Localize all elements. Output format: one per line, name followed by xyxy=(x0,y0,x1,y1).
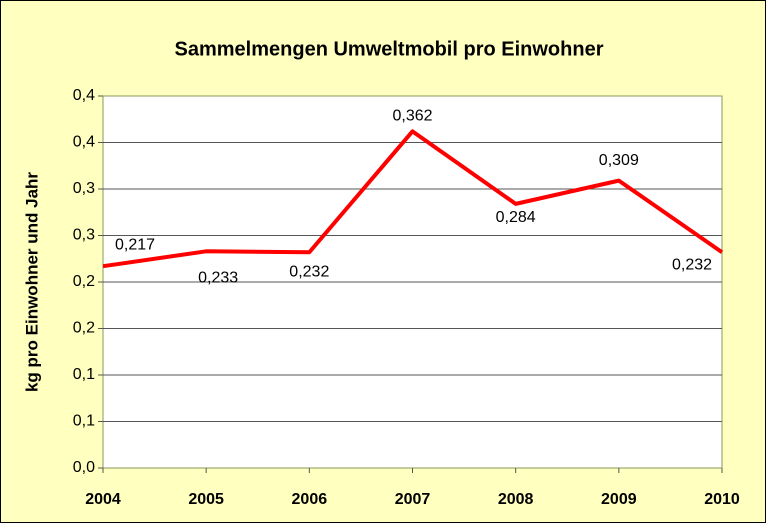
y-tick-label: 0,2 xyxy=(73,273,95,290)
y-tick-label: 0,4 xyxy=(73,87,95,104)
y-tick-label: 0,3 xyxy=(73,180,95,197)
data-label: 0,233 xyxy=(198,270,238,287)
y-tick-label: 0,1 xyxy=(73,413,95,430)
y-tick-label: 0,0 xyxy=(73,459,95,476)
data-label: 0,284 xyxy=(496,209,536,226)
x-tick-label: 2005 xyxy=(188,491,224,508)
x-tick-label: 2009 xyxy=(601,491,637,508)
x-tick-label: 2004 xyxy=(85,491,121,508)
x-tick-label: 2006 xyxy=(292,491,328,508)
data-label: 0,232 xyxy=(289,263,329,280)
x-tick-label: 2008 xyxy=(498,491,534,508)
y-tick-label: 0,2 xyxy=(73,320,95,337)
y-tick-label: 0,4 xyxy=(73,134,95,151)
y-tick-label: 0,1 xyxy=(73,366,95,383)
data-label: 0,232 xyxy=(672,256,712,273)
y-axis-label: kg pro Einwohner und Jahr xyxy=(22,172,41,392)
x-tick-label: 2010 xyxy=(704,491,740,508)
y-tick-label: 0,3 xyxy=(73,227,95,244)
data-line xyxy=(102,129,724,269)
data-label: 0,309 xyxy=(599,152,639,169)
data-label: 0,362 xyxy=(392,108,432,125)
data-label: 0,217 xyxy=(115,236,155,253)
chart-title: Sammelmengen Umweltmobil pro Einwohner xyxy=(175,38,604,60)
x-tick-label: 2007 xyxy=(395,491,431,508)
